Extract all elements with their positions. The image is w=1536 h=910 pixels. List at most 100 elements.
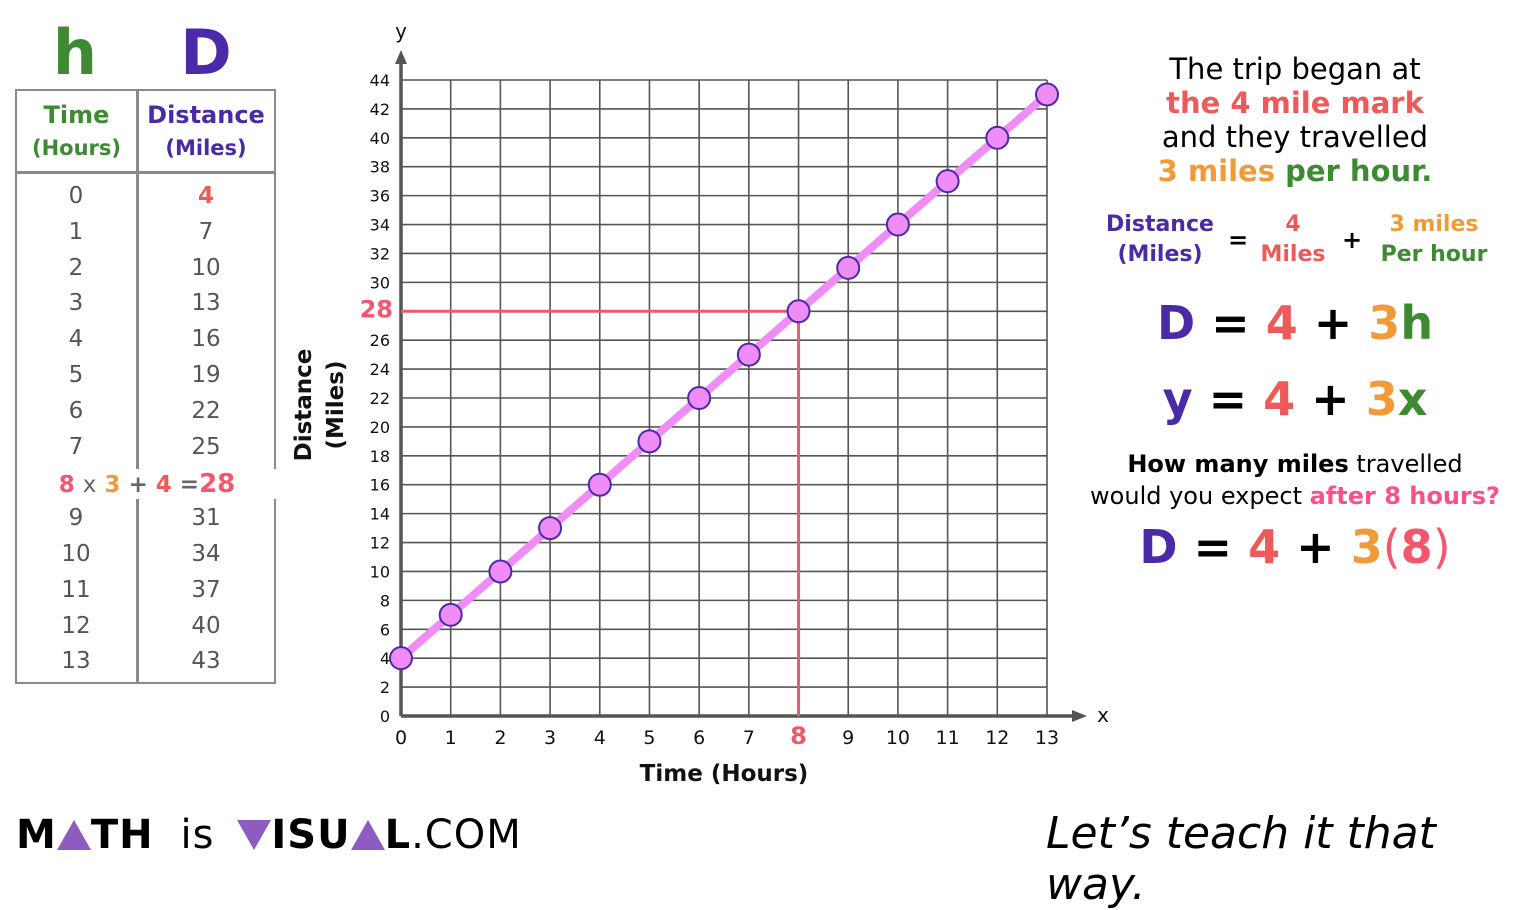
word-eq-start-1: 4: [1285, 212, 1301, 237]
x-tick-label: 4: [594, 727, 606, 749]
x-tick-label: 0: [395, 727, 407, 749]
mathisvisual-logo[interactable]: M TH is ISU L.COM: [16, 812, 522, 858]
y-tick-label: 44: [370, 71, 390, 90]
y-tick-label: 40: [370, 129, 390, 148]
data-series: [389, 82, 1059, 671]
y-tick-label: 32: [370, 244, 390, 263]
y-axis-arrow-icon: [395, 50, 407, 64]
x-tick-label: 9: [842, 727, 854, 749]
y-tick-label: 34: [370, 216, 390, 235]
eq1-equals: =: [1211, 296, 1250, 350]
data-point-marker: [736, 342, 761, 367]
y-tick-label: 14: [370, 505, 390, 524]
x-axis-arrow-icon: [1072, 710, 1087, 722]
logo-com: .COM: [411, 812, 522, 858]
tagline: Let’s teach it that way.: [1046, 808, 1436, 910]
question-rest: travelled: [1348, 450, 1463, 478]
y-tick-label: 38: [370, 158, 390, 177]
table-cell-time: 2: [68, 254, 84, 281]
x-tick-label: 12: [985, 727, 1009, 749]
logo-l: L: [384, 812, 412, 858]
sub-rate: 3: [1350, 520, 1383, 574]
data-point-marker: [1035, 82, 1059, 107]
time-variable-symbol: h: [52, 16, 98, 89]
table-header-time: Time (Hours): [17, 99, 136, 164]
table-cell-distance: 19: [191, 362, 221, 388]
eq1-var: h: [1400, 296, 1434, 350]
y-tick-label: 18: [370, 447, 390, 466]
table-cell-distance: 34: [191, 541, 221, 567]
table-cell-distance: 13: [191, 290, 221, 317]
line-chart: 0246810121416182022242628303234363840424…: [291, 19, 1109, 787]
data-point-marker: [836, 255, 861, 280]
chart-grid: [400, 79, 1048, 717]
data-point-marker: [935, 169, 960, 194]
table-cell-distance: 4: [197, 183, 214, 209]
table-cell-distance: 7: [198, 218, 214, 245]
x-tick-label: 7: [743, 727, 755, 749]
sub-equals: =: [1193, 520, 1233, 574]
table-header-distance: Distance (Miles): [138, 99, 274, 164]
y-tick-label: 30: [370, 273, 390, 292]
word-equation: Distance (Miles) = 4 Miles + 3 miles Per…: [1098, 210, 1528, 270]
table-cell-distance: 10: [191, 254, 221, 281]
triangle-down-icon: [237, 820, 272, 850]
table-cell-distance: 37: [191, 576, 221, 603]
sub-start: 4: [1248, 520, 1281, 574]
calc-start: 4: [155, 472, 172, 498]
word-eq-rate-2: Per hour: [1380, 242, 1488, 267]
table-column-divider: [136, 91, 139, 682]
y-axis-title-line-2: (Miles): [323, 361, 349, 450]
sub-lhs: D: [1139, 520, 1178, 574]
calculation-row: 8 x 3 + 4 =28: [17, 469, 277, 499]
table-cell-time: 13: [61, 648, 91, 675]
x-tick-label: 2: [494, 727, 506, 749]
eq2-var: x: [1397, 372, 1428, 426]
table-cell-time: 9: [68, 505, 84, 532]
eq2-rate: 3: [1365, 372, 1398, 426]
eq1-start: 4: [1265, 296, 1298, 350]
table-cell-distance: 25: [191, 433, 221, 460]
y-tick-label: 8: [380, 591, 390, 610]
table-cell-distance: 16: [191, 326, 221, 353]
eq2-equals: =: [1208, 372, 1248, 426]
sub-open-paren: (: [1382, 520, 1401, 574]
x-tick-label: 6: [693, 727, 705, 749]
eq2-plus: +: [1311, 372, 1350, 426]
y-tick-label: 22: [370, 389, 390, 408]
calc-result: 28: [199, 469, 236, 499]
header-distance-title: Distance: [147, 101, 265, 129]
y-tick-label: 2: [380, 678, 390, 697]
data-point-marker: [389, 646, 413, 671]
eq1-plus: +: [1313, 296, 1353, 350]
triangle-up-icon: [350, 820, 385, 850]
table-cell-distance: 43: [191, 648, 221, 675]
data-point-marker: [637, 429, 662, 454]
word-eq-distance: Distance (Miles): [1098, 210, 1222, 270]
explanation-start-mark: the 4 mile mark: [1166, 86, 1424, 120]
data-point-marker: [687, 386, 712, 410]
table-cell-time: 11: [61, 576, 91, 603]
explanation-per-hour: per hour.: [1285, 154, 1433, 188]
sub-plus: +: [1296, 520, 1335, 574]
word-eq-rate-1: 3 miles: [1389, 212, 1479, 237]
y-tick-label: 20: [370, 418, 390, 437]
x-tick-label: 5: [643, 727, 655, 749]
y-tick-label: 6: [380, 620, 390, 639]
y-axis-title-line-1: Distance: [291, 349, 317, 462]
question-bold: How many miles: [1127, 450, 1349, 478]
word-eq-equals: =: [1228, 226, 1249, 254]
table-cell-time: 5: [68, 362, 84, 388]
header-time-unit: (Hours): [31, 136, 121, 160]
x-axis-symbol: x: [1097, 703, 1109, 727]
logo-is: is: [180, 812, 215, 858]
y-tick-label: 24: [370, 360, 390, 379]
table-cell-time: 6: [68, 397, 84, 424]
question-text: How many miles travelled would you expec…: [1075, 448, 1515, 512]
data-point-marker: [786, 299, 811, 324]
logo-th: TH: [90, 812, 154, 858]
x-tick-label: 8: [790, 722, 807, 750]
equation-variables: D = 4 + 3h: [1075, 296, 1515, 350]
explanation-text: The trip began at the 4 mile mark and th…: [1075, 52, 1515, 188]
y-tick-label: 12: [370, 534, 390, 553]
